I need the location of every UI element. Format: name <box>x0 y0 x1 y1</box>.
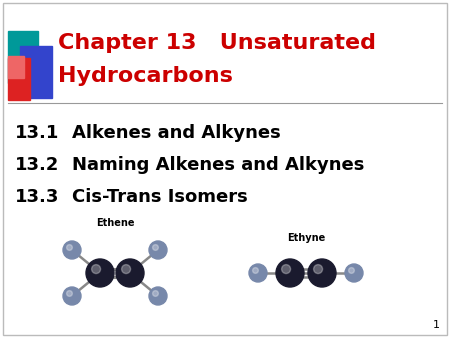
Text: 1: 1 <box>433 320 440 330</box>
Text: 13.3: 13.3 <box>15 188 59 206</box>
Circle shape <box>153 291 158 296</box>
Circle shape <box>282 265 291 273</box>
Circle shape <box>63 287 81 305</box>
Text: 13.2: 13.2 <box>15 156 59 174</box>
Text: Alkenes and Alkynes: Alkenes and Alkynes <box>72 124 281 142</box>
Circle shape <box>349 268 354 273</box>
Bar <box>20 46 52 98</box>
Circle shape <box>249 264 267 282</box>
Circle shape <box>63 241 81 259</box>
Circle shape <box>149 241 167 259</box>
Circle shape <box>345 264 363 282</box>
Bar <box>8 31 38 83</box>
Circle shape <box>122 265 130 273</box>
Circle shape <box>86 259 114 287</box>
Circle shape <box>67 291 72 296</box>
Circle shape <box>252 268 258 273</box>
Text: Chapter 13   Unsaturated: Chapter 13 Unsaturated <box>58 33 376 53</box>
Text: Ethene: Ethene <box>96 218 134 228</box>
Text: Hydrocarbons: Hydrocarbons <box>58 66 233 86</box>
Text: Naming Alkenes and Alkynes: Naming Alkenes and Alkynes <box>72 156 364 174</box>
Text: Ethyne: Ethyne <box>287 233 325 243</box>
Circle shape <box>116 259 144 287</box>
Bar <box>8 58 30 100</box>
Circle shape <box>314 265 323 273</box>
Circle shape <box>308 259 336 287</box>
Circle shape <box>92 265 100 273</box>
Circle shape <box>276 259 304 287</box>
Text: Cis-Trans Isomers: Cis-Trans Isomers <box>72 188 248 206</box>
Circle shape <box>67 245 72 250</box>
Circle shape <box>153 245 158 250</box>
Bar <box>8 56 24 78</box>
Text: 13.1: 13.1 <box>15 124 59 142</box>
Circle shape <box>149 287 167 305</box>
